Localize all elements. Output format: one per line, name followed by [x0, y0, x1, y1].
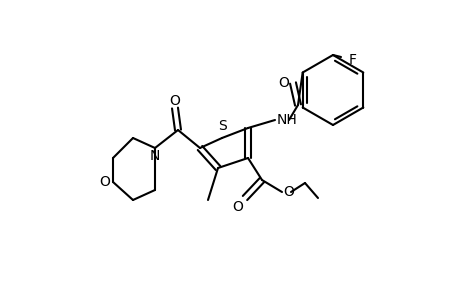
Text: F: F	[348, 53, 356, 67]
Text: O: O	[282, 185, 293, 199]
Text: N: N	[150, 149, 160, 163]
Text: O: O	[278, 76, 288, 90]
Text: S: S	[218, 119, 227, 133]
Text: O: O	[169, 94, 180, 108]
Text: NH: NH	[276, 113, 297, 127]
Text: O: O	[99, 175, 110, 189]
Text: O: O	[232, 200, 242, 214]
